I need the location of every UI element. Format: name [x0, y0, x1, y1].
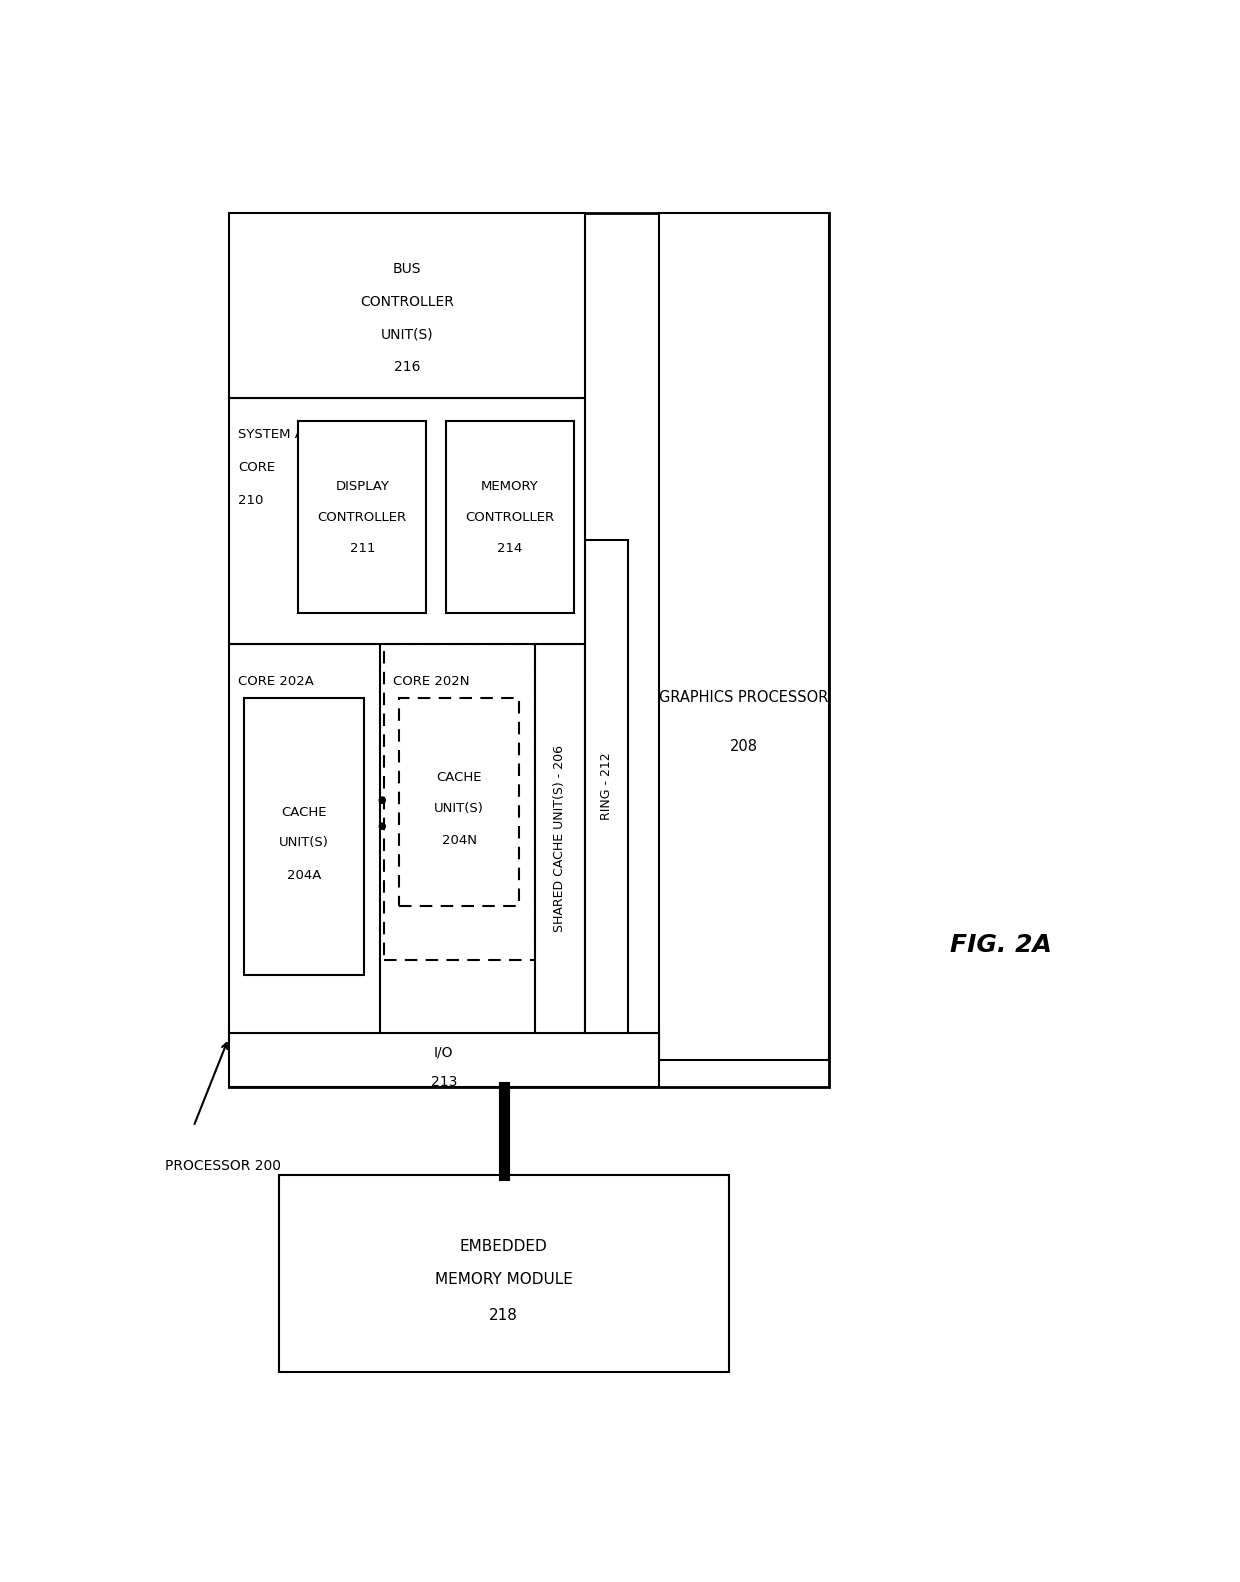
Text: I/O: I/O — [434, 1046, 454, 1060]
Bar — [399, 698, 520, 906]
Text: SYSTEM AGENT: SYSTEM AGENT — [238, 429, 340, 441]
Text: 211: 211 — [350, 543, 374, 555]
Text: CORE 202N: CORE 202N — [393, 674, 470, 688]
Bar — [244, 698, 365, 975]
Text: CORE 202A: CORE 202A — [238, 674, 314, 688]
Bar — [228, 397, 585, 644]
Text: 213: 213 — [430, 1074, 456, 1088]
Text: DISPLAY: DISPLAY — [335, 479, 389, 494]
Text: CORE: CORE — [238, 460, 275, 475]
Bar — [534, 644, 585, 1033]
Bar — [228, 1033, 658, 1087]
Text: 218: 218 — [490, 1308, 518, 1323]
Text: 204N: 204N — [441, 834, 476, 848]
Text: UNIT(S): UNIT(S) — [434, 802, 484, 815]
Text: 214: 214 — [497, 543, 522, 555]
Text: SHARED CACHE UNIT(S) - 206: SHARED CACHE UNIT(S) - 206 — [553, 745, 567, 932]
Bar — [228, 214, 830, 1087]
Text: EMBEDDED: EMBEDDED — [460, 1239, 548, 1255]
Text: 204A: 204A — [286, 869, 321, 883]
Text: CONTROLLER: CONTROLLER — [465, 511, 554, 524]
Bar — [658, 214, 830, 1060]
Text: ●: ● — [377, 794, 386, 805]
Text: RING - 212: RING - 212 — [600, 753, 613, 821]
Bar — [299, 421, 427, 614]
Text: MEMORY: MEMORY — [481, 479, 538, 494]
Text: FIG. 2A: FIG. 2A — [950, 933, 1052, 957]
Bar — [445, 421, 573, 614]
Text: UNIT(S): UNIT(S) — [381, 327, 433, 342]
Bar — [228, 214, 585, 397]
Text: CACHE: CACHE — [436, 770, 482, 785]
Text: GRAPHICS PROCESSOR: GRAPHICS PROCESSOR — [660, 690, 828, 706]
Text: BUS: BUS — [393, 261, 422, 275]
Bar — [383, 644, 534, 960]
Text: 216: 216 — [393, 361, 420, 375]
Bar — [228, 644, 379, 1033]
Text: CACHE: CACHE — [281, 805, 327, 819]
Text: CONTROLLER: CONTROLLER — [360, 294, 454, 308]
Bar — [279, 1175, 729, 1372]
Text: 210: 210 — [238, 494, 264, 506]
Text: UNIT(S): UNIT(S) — [279, 837, 329, 850]
Text: ●: ● — [377, 821, 386, 832]
Text: PROCESSOR 200: PROCESSOR 200 — [165, 1160, 280, 1172]
Text: MEMORY MODULE: MEMORY MODULE — [435, 1272, 573, 1288]
Bar — [585, 539, 627, 1033]
Text: CONTROLLER: CONTROLLER — [317, 511, 407, 524]
Text: 208: 208 — [730, 739, 758, 753]
